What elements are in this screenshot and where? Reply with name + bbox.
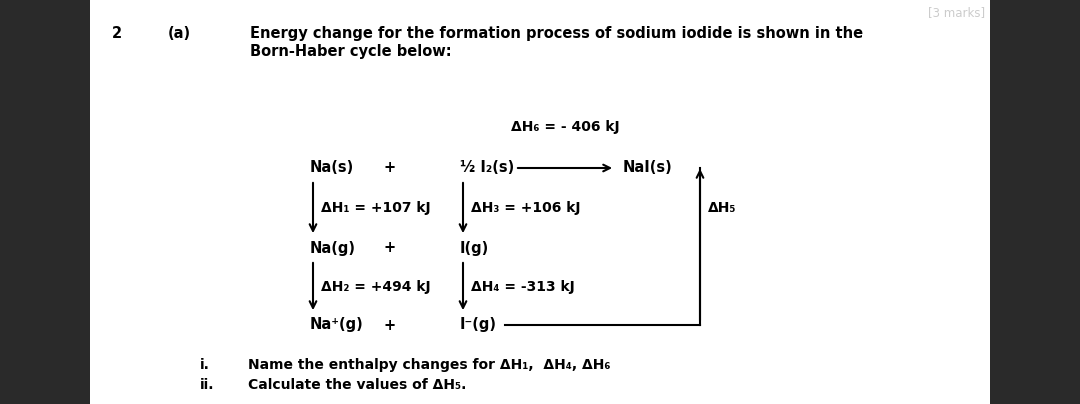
Text: I⁻(g): I⁻(g) [460,318,497,332]
Text: ii.: ii. [200,378,215,392]
Text: ΔH₅: ΔH₅ [708,201,737,215]
Text: 2: 2 [112,26,122,41]
Text: ½ I₂(s): ½ I₂(s) [460,160,514,175]
Text: +: + [383,240,396,255]
Text: Na(g): Na(g) [310,240,356,255]
Text: Calculate the values of ΔH₅.: Calculate the values of ΔH₅. [248,378,467,392]
Text: Na(s): Na(s) [310,160,354,175]
Text: (a): (a) [168,26,191,41]
Text: Energy change for the formation process of sodium iodide is shown in the: Energy change for the formation process … [249,26,863,41]
Text: +: + [383,318,396,332]
Text: ΔH₂ = +494 kJ: ΔH₂ = +494 kJ [321,280,431,293]
Text: [3 marks]: [3 marks] [928,6,985,19]
Text: ΔH₆ = - 406 kJ: ΔH₆ = - 406 kJ [511,120,619,134]
Text: Born-Haber cycle below:: Born-Haber cycle below: [249,44,451,59]
Text: NaI(s): NaI(s) [623,160,673,175]
Text: ΔH₁ = +107 kJ: ΔH₁ = +107 kJ [321,201,431,215]
Bar [0,0,90,404]
Text: Na⁺(g): Na⁺(g) [310,318,364,332]
Text: Name the enthalpy changes for ΔH₁,  ΔH₄, ΔH₆: Name the enthalpy changes for ΔH₁, ΔH₄, … [248,358,610,372]
Text: i.: i. [200,358,210,372]
Bar [990,0,1080,404]
Text: ΔH₄ = -313 kJ: ΔH₄ = -313 kJ [471,280,575,293]
Bar [90,0,990,404]
Text: I(g): I(g) [460,240,489,255]
Text: ΔH₃ = +106 kJ: ΔH₃ = +106 kJ [471,201,581,215]
Text: +: + [383,160,396,175]
